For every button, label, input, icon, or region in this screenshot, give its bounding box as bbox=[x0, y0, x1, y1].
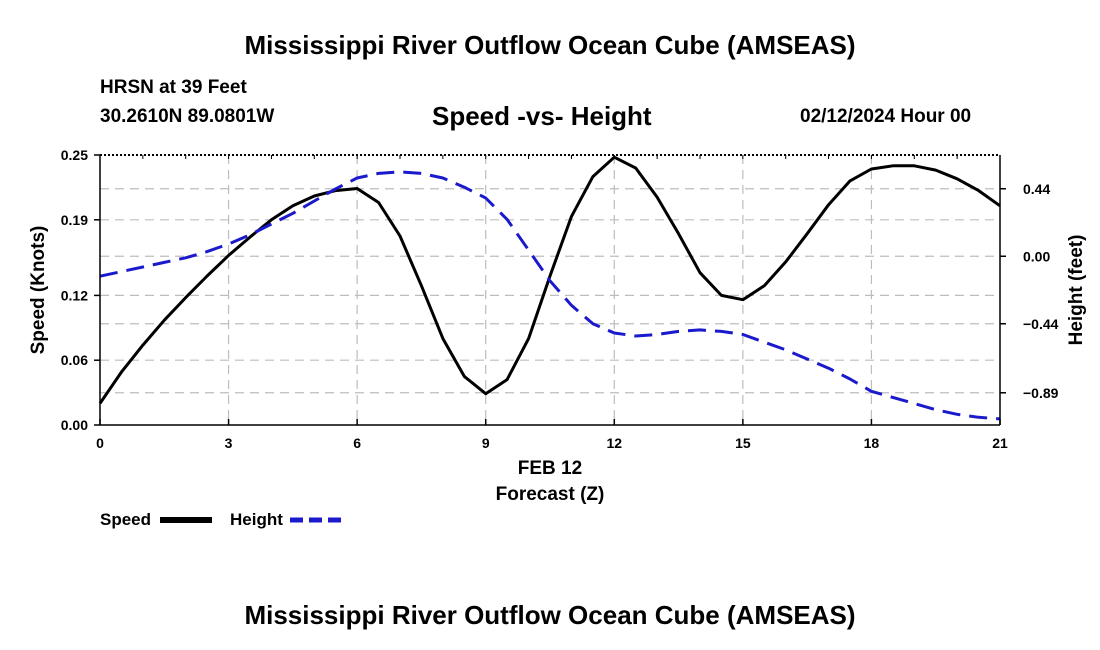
x-axis-date-label: FEB 12 bbox=[518, 458, 582, 479]
y-left-tick-label: 0.19 bbox=[61, 212, 88, 228]
axis-ticks: 0 3 6 9 12 15 18 21 0.00 0.06 0.12 0.19 0.25 0.44 0.00… bbox=[61, 147, 1059, 451]
y-right-tick-label: 0.00 bbox=[1023, 248, 1050, 264]
legend-label-height: Height bbox=[230, 510, 283, 529]
y-left-tick-label: 0.25 bbox=[61, 147, 88, 163]
series-line-speed bbox=[98, 155, 1001, 405]
x-tick-label: 15 bbox=[735, 435, 751, 451]
plot-frame bbox=[99, 154, 1001, 426]
x-tick-label: 12 bbox=[606, 435, 622, 451]
y-right-tick-label: −0.89 bbox=[1023, 385, 1059, 401]
y-left-tick-label: 0.12 bbox=[61, 287, 88, 303]
coordinates-label: 30.2610N 89.0801W bbox=[100, 106, 275, 127]
x-tick-label: 21 bbox=[992, 435, 1008, 451]
footer-title: Mississippi River Outflow Ocean Cube (AM… bbox=[244, 600, 856, 630]
x-axis-label: Forecast (Z) bbox=[496, 484, 605, 505]
x-tick-label: 0 bbox=[96, 435, 104, 451]
chart-subtitle: Speed -vs- Height bbox=[432, 101, 652, 131]
x-tick-label: 9 bbox=[482, 435, 490, 451]
legend: Speed Height bbox=[100, 510, 342, 529]
x-tick-label: 6 bbox=[353, 435, 361, 451]
x-tick-label: 18 bbox=[864, 435, 880, 451]
y-right-tick-label: 0.44 bbox=[1023, 181, 1050, 197]
station-label: HRSN at 39 Feet bbox=[100, 77, 247, 98]
series-line-height bbox=[99, 170, 1001, 421]
y-left-tick-label: 0.06 bbox=[61, 352, 88, 368]
x-tick-label: 3 bbox=[225, 435, 233, 451]
forecast-datetime: 02/12/2024 Hour 00 bbox=[800, 106, 972, 127]
chart-title: Mississippi River Outflow Ocean Cube (AM… bbox=[244, 30, 856, 60]
legend-label-speed: Speed bbox=[100, 510, 151, 529]
y-left-tick-label: 0.00 bbox=[61, 417, 88, 433]
y-axis-left-label: Speed (Knots) bbox=[28, 226, 49, 355]
y-right-tick-label: −0.44 bbox=[1023, 316, 1059, 332]
grid bbox=[100, 155, 1000, 425]
y-axis-right-label: Height (feet) bbox=[1066, 235, 1087, 346]
series-group bbox=[98, 155, 1001, 421]
